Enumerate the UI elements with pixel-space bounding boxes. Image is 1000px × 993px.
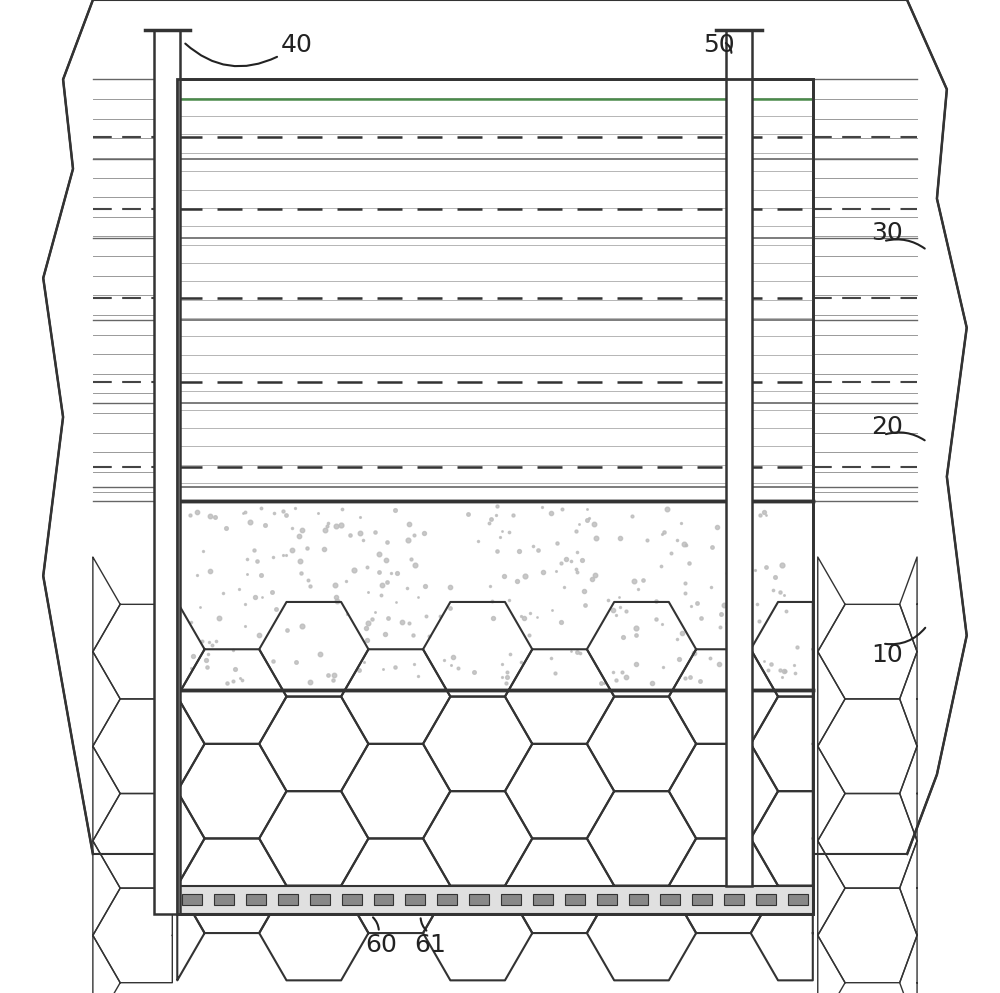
Bar (177, 79, 813, 914)
Bar (374, 895, 393, 905)
Bar (756, 895, 776, 905)
Bar (278, 895, 298, 905)
Bar (182, 895, 202, 905)
Bar (660, 895, 680, 905)
Bar (342, 895, 362, 905)
Bar (692, 895, 712, 905)
Text: 50: 50 (703, 33, 734, 57)
Polygon shape (43, 0, 967, 854)
Text: 40: 40 (280, 33, 312, 57)
Text: 60: 60 (365, 933, 397, 957)
Bar (629, 895, 648, 905)
Bar (565, 895, 585, 905)
Text: 61: 61 (415, 933, 446, 957)
Bar (246, 895, 266, 905)
Bar (310, 895, 330, 905)
Bar (177, 79, 813, 914)
Bar (724, 895, 744, 905)
Bar (726, 30, 752, 886)
Bar (154, 30, 180, 914)
Bar (214, 895, 234, 905)
Text: 30: 30 (871, 221, 903, 245)
Bar (533, 895, 553, 905)
Bar (501, 895, 521, 905)
Text: 10: 10 (871, 643, 903, 667)
Bar (405, 895, 425, 905)
Bar (437, 895, 457, 905)
Bar (788, 895, 808, 905)
Bar (469, 895, 489, 905)
Bar (597, 895, 617, 905)
Bar (177, 886, 813, 914)
Text: 20: 20 (871, 415, 903, 439)
